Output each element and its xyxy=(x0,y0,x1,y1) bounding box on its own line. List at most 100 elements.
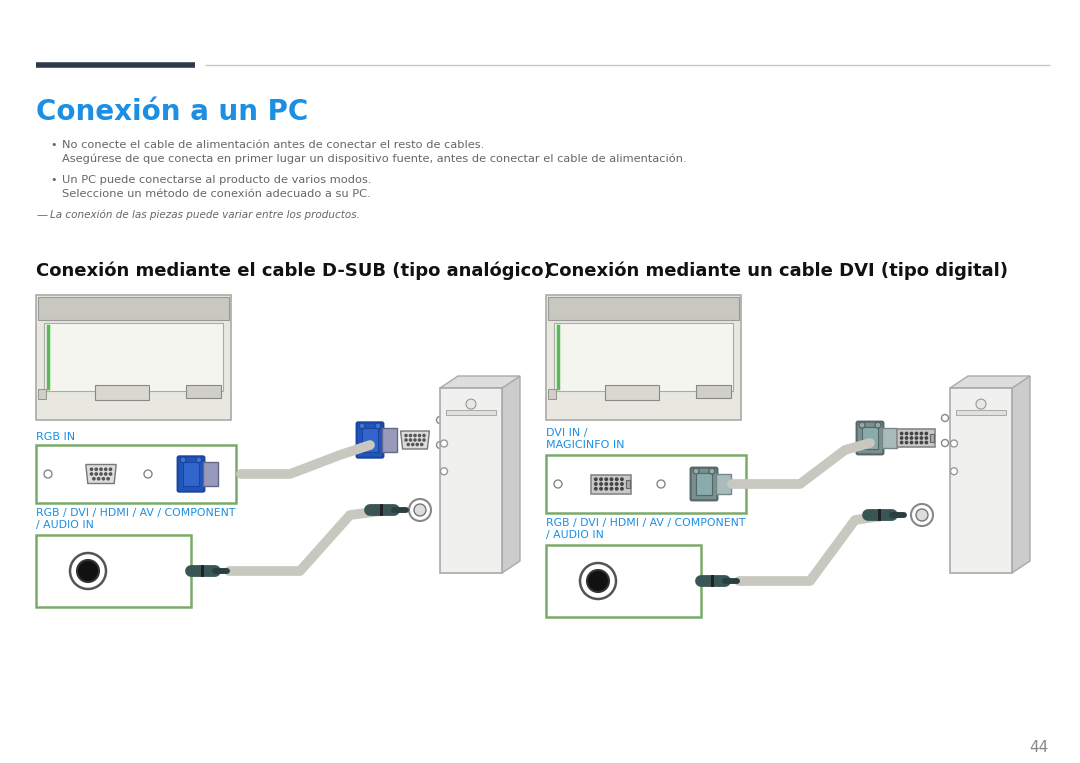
Circle shape xyxy=(621,478,623,481)
Circle shape xyxy=(926,441,928,443)
Circle shape xyxy=(407,443,409,446)
Circle shape xyxy=(195,457,202,463)
Circle shape xyxy=(414,504,426,516)
Text: •: • xyxy=(50,140,56,150)
Text: RGB / DVI / HDMI / AV / COMPONENT
/ AUDIO IN: RGB / DVI / HDMI / AV / COMPONENT / AUDI… xyxy=(36,508,235,530)
Circle shape xyxy=(905,441,907,443)
Circle shape xyxy=(77,560,99,582)
Polygon shape xyxy=(502,376,519,573)
Circle shape xyxy=(375,423,381,429)
Circle shape xyxy=(599,483,603,485)
Circle shape xyxy=(418,434,420,436)
FancyBboxPatch shape xyxy=(548,297,739,320)
FancyBboxPatch shape xyxy=(856,422,883,455)
Circle shape xyxy=(405,434,407,436)
Circle shape xyxy=(103,478,105,480)
Text: Un PC puede conectarse al producto de varios modos.: Un PC puede conectarse al producto de va… xyxy=(62,175,372,185)
Circle shape xyxy=(910,437,913,439)
Circle shape xyxy=(144,470,152,478)
FancyBboxPatch shape xyxy=(862,427,878,449)
FancyBboxPatch shape xyxy=(546,455,746,513)
FancyBboxPatch shape xyxy=(882,428,897,448)
FancyBboxPatch shape xyxy=(591,475,631,494)
FancyBboxPatch shape xyxy=(626,480,630,488)
Circle shape xyxy=(610,478,612,481)
Circle shape xyxy=(99,468,103,471)
Circle shape xyxy=(920,437,922,439)
Circle shape xyxy=(950,440,958,447)
Text: Asegúrese de que conecta en primer lugar un dispositivo fuente, antes de conecta: Asegúrese de que conecta en primer lugar… xyxy=(62,154,687,165)
FancyBboxPatch shape xyxy=(548,389,556,399)
Circle shape xyxy=(436,417,444,423)
Circle shape xyxy=(91,473,93,475)
Circle shape xyxy=(421,443,423,446)
Circle shape xyxy=(610,488,612,490)
Circle shape xyxy=(910,433,913,435)
Circle shape xyxy=(580,563,616,599)
FancyBboxPatch shape xyxy=(546,295,741,420)
FancyBboxPatch shape xyxy=(897,429,935,447)
Circle shape xyxy=(926,433,928,435)
Circle shape xyxy=(976,399,986,409)
FancyBboxPatch shape xyxy=(44,323,222,391)
FancyBboxPatch shape xyxy=(440,388,502,573)
Circle shape xyxy=(942,414,948,421)
Polygon shape xyxy=(440,376,519,388)
Circle shape xyxy=(97,478,99,480)
Circle shape xyxy=(99,473,103,475)
Circle shape xyxy=(915,441,918,443)
Circle shape xyxy=(595,488,597,490)
Text: No conecte el cable de alimentación antes de conectar el resto de cables.: No conecte el cable de alimentación ante… xyxy=(62,140,484,150)
Circle shape xyxy=(109,473,111,475)
Circle shape xyxy=(409,499,431,521)
Circle shape xyxy=(915,433,918,435)
Circle shape xyxy=(605,488,607,490)
Circle shape xyxy=(409,439,411,441)
Circle shape xyxy=(360,423,365,429)
Text: Conexión mediante un cable DVI (tipo digital): Conexión mediante un cable DVI (tipo dig… xyxy=(546,262,1008,281)
FancyBboxPatch shape xyxy=(605,385,659,400)
Circle shape xyxy=(916,509,928,521)
Polygon shape xyxy=(1012,376,1030,573)
Circle shape xyxy=(616,478,618,481)
Circle shape xyxy=(901,441,903,443)
Text: Seleccione un método de conexión adecuado a su PC.: Seleccione un método de conexión adecuad… xyxy=(62,189,370,199)
Text: •: • xyxy=(50,175,56,185)
FancyBboxPatch shape xyxy=(930,434,934,442)
Polygon shape xyxy=(950,376,1030,388)
Circle shape xyxy=(875,422,881,428)
FancyBboxPatch shape xyxy=(696,385,731,398)
Circle shape xyxy=(416,443,418,446)
FancyBboxPatch shape xyxy=(950,388,1012,573)
Text: Conexión mediante el cable D-SUB (tipo analógico): Conexión mediante el cable D-SUB (tipo a… xyxy=(36,262,552,281)
Circle shape xyxy=(95,468,97,471)
Circle shape xyxy=(91,468,93,471)
FancyBboxPatch shape xyxy=(356,423,383,458)
FancyBboxPatch shape xyxy=(546,545,701,617)
FancyBboxPatch shape xyxy=(554,323,733,391)
Circle shape xyxy=(905,437,907,439)
Circle shape xyxy=(920,433,922,435)
Circle shape xyxy=(423,434,426,436)
FancyBboxPatch shape xyxy=(690,468,717,501)
Text: Conexión a un PC: Conexión a un PC xyxy=(36,98,308,126)
Circle shape xyxy=(423,439,426,441)
Circle shape xyxy=(905,433,907,435)
FancyBboxPatch shape xyxy=(36,295,231,420)
Circle shape xyxy=(109,468,111,471)
FancyBboxPatch shape xyxy=(716,474,731,494)
Circle shape xyxy=(657,480,665,488)
Circle shape xyxy=(70,553,106,589)
FancyBboxPatch shape xyxy=(362,428,378,452)
Polygon shape xyxy=(85,465,117,484)
Circle shape xyxy=(942,439,948,446)
Circle shape xyxy=(616,483,618,485)
Circle shape xyxy=(441,468,447,475)
Circle shape xyxy=(595,483,597,485)
Circle shape xyxy=(411,443,414,446)
FancyBboxPatch shape xyxy=(382,428,397,452)
Circle shape xyxy=(44,470,52,478)
FancyBboxPatch shape xyxy=(186,385,221,398)
FancyBboxPatch shape xyxy=(36,535,191,607)
Circle shape xyxy=(950,468,958,475)
